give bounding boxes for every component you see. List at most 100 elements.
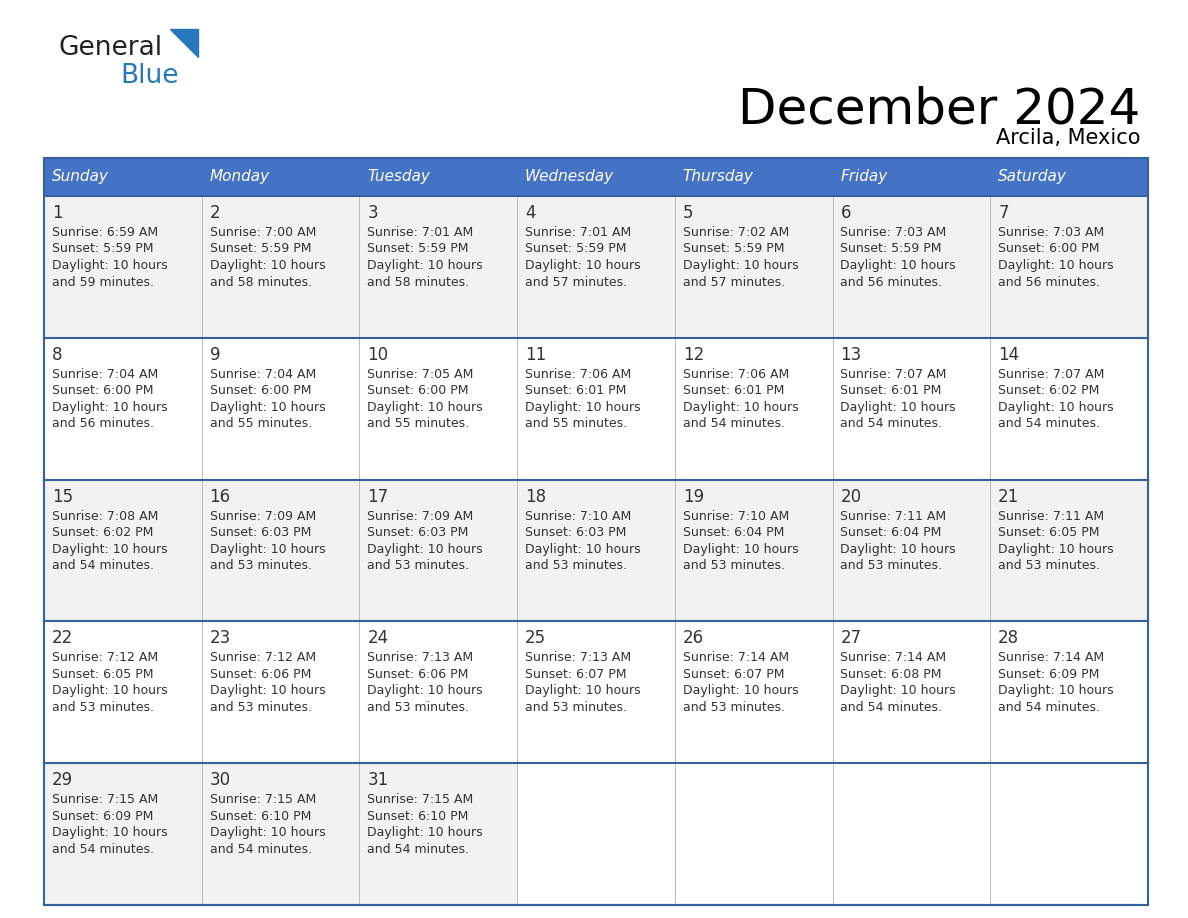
Text: Sunset: 5:59 PM: Sunset: 5:59 PM bbox=[367, 242, 469, 255]
Text: Sunset: 6:06 PM: Sunset: 6:06 PM bbox=[367, 668, 469, 681]
Bar bbox=[991, 158, 1148, 196]
Text: Sunset: 6:00 PM: Sunset: 6:00 PM bbox=[998, 242, 1100, 255]
Text: Sunset: 6:00 PM: Sunset: 6:00 PM bbox=[367, 385, 469, 397]
Text: Sunday: Sunday bbox=[52, 170, 109, 185]
Text: Sunset: 6:09 PM: Sunset: 6:09 PM bbox=[52, 810, 153, 823]
Text: 28: 28 bbox=[998, 630, 1019, 647]
Text: Sunrise: 7:10 AM: Sunrise: 7:10 AM bbox=[683, 509, 789, 522]
Polygon shape bbox=[170, 29, 198, 57]
Text: and 56 minutes.: and 56 minutes. bbox=[998, 275, 1100, 288]
Text: Daylight: 10 hours: Daylight: 10 hours bbox=[209, 259, 326, 272]
Text: and 56 minutes.: and 56 minutes. bbox=[52, 418, 154, 431]
Text: Sunrise: 7:03 AM: Sunrise: 7:03 AM bbox=[840, 226, 947, 239]
Text: and 53 minutes.: and 53 minutes. bbox=[840, 559, 942, 572]
Text: Sunrise: 7:08 AM: Sunrise: 7:08 AM bbox=[52, 509, 158, 522]
Text: 22: 22 bbox=[52, 630, 74, 647]
Bar bbox=[202, 196, 360, 338]
Text: 30: 30 bbox=[209, 771, 230, 789]
Text: Monday: Monday bbox=[209, 170, 270, 185]
Text: Sunrise: 7:12 AM: Sunrise: 7:12 AM bbox=[52, 652, 158, 665]
Text: and 55 minutes.: and 55 minutes. bbox=[209, 418, 311, 431]
Text: and 57 minutes.: and 57 minutes. bbox=[683, 275, 785, 288]
Text: 3: 3 bbox=[367, 204, 378, 222]
Text: 2: 2 bbox=[209, 204, 220, 222]
Bar bbox=[202, 479, 360, 621]
Text: 8: 8 bbox=[52, 346, 63, 364]
Text: Sunrise: 7:09 AM: Sunrise: 7:09 AM bbox=[209, 509, 316, 522]
Bar bbox=[833, 621, 991, 763]
Text: Daylight: 10 hours: Daylight: 10 hours bbox=[209, 401, 326, 414]
Text: Daylight: 10 hours: Daylight: 10 hours bbox=[52, 826, 168, 839]
Bar bbox=[360, 158, 517, 196]
Text: Sunrise: 7:14 AM: Sunrise: 7:14 AM bbox=[840, 652, 947, 665]
Text: 5: 5 bbox=[683, 204, 694, 222]
Bar bbox=[991, 621, 1148, 763]
Text: Sunset: 6:07 PM: Sunset: 6:07 PM bbox=[683, 668, 784, 681]
Text: Sunset: 6:03 PM: Sunset: 6:03 PM bbox=[525, 526, 626, 539]
Text: Daylight: 10 hours: Daylight: 10 hours bbox=[840, 401, 956, 414]
Text: Sunrise: 7:15 AM: Sunrise: 7:15 AM bbox=[367, 793, 474, 806]
Text: Sunrise: 7:07 AM: Sunrise: 7:07 AM bbox=[840, 368, 947, 381]
Text: 24: 24 bbox=[367, 630, 388, 647]
Text: Sunset: 6:06 PM: Sunset: 6:06 PM bbox=[209, 668, 311, 681]
Text: Sunset: 5:59 PM: Sunset: 5:59 PM bbox=[209, 242, 311, 255]
Text: December 2024: December 2024 bbox=[738, 85, 1140, 133]
Text: Daylight: 10 hours: Daylight: 10 hours bbox=[209, 685, 326, 698]
Text: 12: 12 bbox=[683, 346, 704, 364]
Text: Sunset: 6:05 PM: Sunset: 6:05 PM bbox=[998, 526, 1100, 539]
Bar bbox=[675, 621, 833, 763]
Bar bbox=[833, 338, 991, 479]
Text: 19: 19 bbox=[683, 487, 703, 506]
Text: 27: 27 bbox=[840, 630, 861, 647]
Text: Saturday: Saturday bbox=[998, 170, 1067, 185]
Bar bbox=[517, 338, 675, 479]
Bar bbox=[44, 196, 202, 338]
Text: Daylight: 10 hours: Daylight: 10 hours bbox=[998, 401, 1114, 414]
Text: Sunset: 6:02 PM: Sunset: 6:02 PM bbox=[998, 385, 1100, 397]
Text: Sunset: 6:00 PM: Sunset: 6:00 PM bbox=[209, 385, 311, 397]
Bar bbox=[202, 158, 360, 196]
Text: Sunset: 6:10 PM: Sunset: 6:10 PM bbox=[367, 810, 469, 823]
Text: and 53 minutes.: and 53 minutes. bbox=[209, 701, 311, 714]
Text: Daylight: 10 hours: Daylight: 10 hours bbox=[998, 685, 1114, 698]
Text: Daylight: 10 hours: Daylight: 10 hours bbox=[998, 543, 1114, 555]
Text: 26: 26 bbox=[683, 630, 703, 647]
Bar bbox=[44, 763, 202, 905]
Text: Sunrise: 7:14 AM: Sunrise: 7:14 AM bbox=[998, 652, 1105, 665]
Text: and 59 minutes.: and 59 minutes. bbox=[52, 275, 154, 288]
Text: Daylight: 10 hours: Daylight: 10 hours bbox=[683, 259, 798, 272]
Bar bbox=[833, 196, 991, 338]
Text: Daylight: 10 hours: Daylight: 10 hours bbox=[209, 543, 326, 555]
Text: and 54 minutes.: and 54 minutes. bbox=[209, 843, 311, 856]
Text: Sunset: 5:59 PM: Sunset: 5:59 PM bbox=[683, 242, 784, 255]
Text: Sunset: 5:59 PM: Sunset: 5:59 PM bbox=[52, 242, 153, 255]
Text: General: General bbox=[58, 35, 162, 61]
Text: 25: 25 bbox=[525, 630, 546, 647]
Text: Sunrise: 7:04 AM: Sunrise: 7:04 AM bbox=[209, 368, 316, 381]
Text: and 53 minutes.: and 53 minutes. bbox=[209, 559, 311, 572]
Text: Daylight: 10 hours: Daylight: 10 hours bbox=[52, 401, 168, 414]
Bar bbox=[44, 158, 202, 196]
Text: Sunset: 6:01 PM: Sunset: 6:01 PM bbox=[840, 385, 942, 397]
Text: Sunrise: 7:06 AM: Sunrise: 7:06 AM bbox=[683, 368, 789, 381]
Text: Sunset: 5:59 PM: Sunset: 5:59 PM bbox=[525, 242, 626, 255]
Text: Sunrise: 7:05 AM: Sunrise: 7:05 AM bbox=[367, 368, 474, 381]
Text: 14: 14 bbox=[998, 346, 1019, 364]
Text: and 58 minutes.: and 58 minutes. bbox=[209, 275, 311, 288]
Bar bbox=[833, 158, 991, 196]
Text: Sunset: 6:00 PM: Sunset: 6:00 PM bbox=[52, 385, 153, 397]
Text: Daylight: 10 hours: Daylight: 10 hours bbox=[525, 401, 640, 414]
Text: and 53 minutes.: and 53 minutes. bbox=[683, 701, 785, 714]
Text: Sunset: 6:01 PM: Sunset: 6:01 PM bbox=[683, 385, 784, 397]
Bar bbox=[991, 196, 1148, 338]
Text: and 53 minutes.: and 53 minutes. bbox=[525, 701, 627, 714]
Text: Sunrise: 7:12 AM: Sunrise: 7:12 AM bbox=[209, 652, 316, 665]
Bar bbox=[202, 621, 360, 763]
Text: 17: 17 bbox=[367, 487, 388, 506]
Bar bbox=[360, 338, 517, 479]
Text: Sunrise: 7:15 AM: Sunrise: 7:15 AM bbox=[209, 793, 316, 806]
Bar bbox=[360, 479, 517, 621]
Text: Daylight: 10 hours: Daylight: 10 hours bbox=[683, 685, 798, 698]
Bar bbox=[44, 621, 202, 763]
Text: Sunset: 6:01 PM: Sunset: 6:01 PM bbox=[525, 385, 626, 397]
